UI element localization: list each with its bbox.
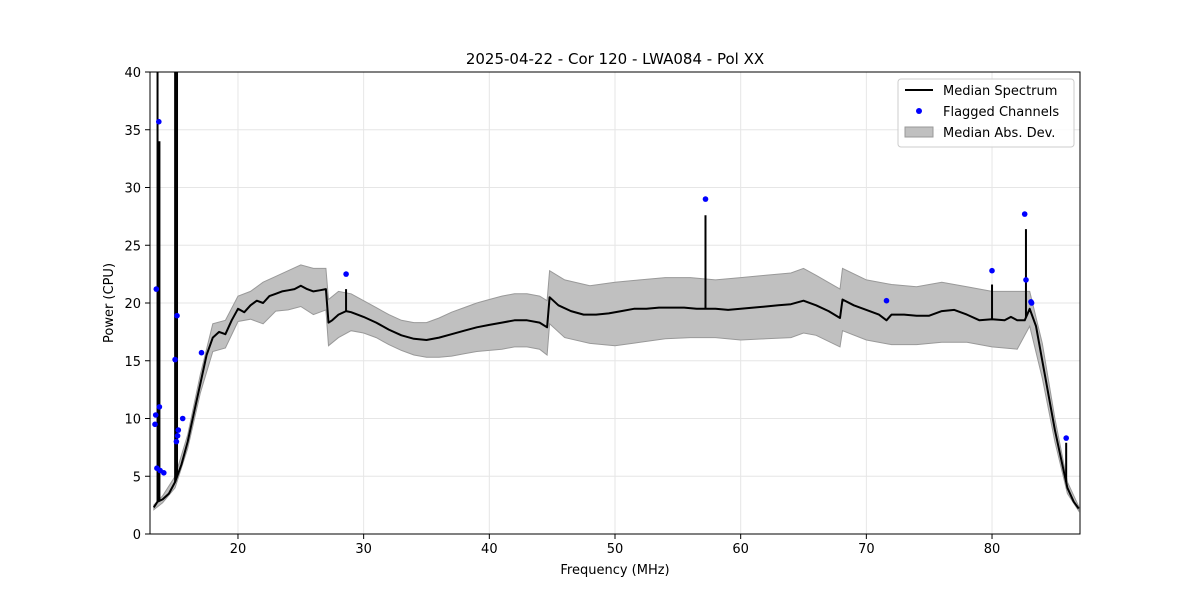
median-spectrum-line (152, 284, 1080, 510)
legend-patch-swatch (904, 126, 934, 138)
legend-marker-swatch (916, 108, 922, 114)
flagged-channel-point (989, 267, 995, 274)
flagged-channel-point (153, 286, 160, 292)
y-tick-label: 5 (133, 470, 141, 485)
flagged-channel-point (179, 415, 186, 422)
flagged-channel-point (343, 271, 349, 277)
x-tick-label: 40 (481, 542, 498, 557)
flagged-channel-point (198, 349, 205, 356)
flagged-channel-point (156, 118, 162, 125)
x-tick-label: 20 (230, 542, 247, 557)
legend-label-median: Median Spectrum (943, 84, 1057, 99)
flagged-channel-point (1023, 277, 1029, 283)
flagged-channel-point (152, 421, 158, 428)
flagged-channel-point (174, 312, 180, 319)
x-tick-label: 60 (732, 542, 749, 557)
y-axis-label: Power (CPU) (102, 263, 117, 343)
y-tick-label: 35 (124, 124, 141, 139)
flagged-channel-point (172, 356, 178, 363)
y-tick-label: 20 (124, 297, 141, 312)
chart-title: 2025-04-22 - Cor 120 - LWA084 - Pol XX (466, 50, 764, 68)
legend-label-flagged: Flagged Channels (943, 105, 1059, 120)
y-tick-label: 40 (124, 66, 141, 81)
flagged-channel-point (1028, 300, 1035, 306)
flagged-channel-point (1021, 211, 1028, 217)
y-tick-label: 0 (133, 528, 141, 543)
flagged-channel-point (175, 427, 182, 433)
flagged-channel-point (152, 412, 159, 418)
y-tick-label: 10 (124, 413, 141, 428)
flagged-points-layer (152, 118, 1069, 476)
median-line-layer (152, 72, 1080, 510)
flagged-channel-point (156, 404, 163, 410)
y-tick-label: 15 (124, 355, 141, 370)
flagged-channel-point (174, 433, 181, 439)
y-axis-ticks: 0 5 10 15 20 25 30 35 40 (124, 66, 150, 543)
flagged-channel-point (173, 438, 180, 445)
legend-label-mad: Median Abs. Dev. (943, 126, 1055, 141)
flagged-channel-point (883, 297, 890, 304)
x-tick-label: 70 (858, 542, 875, 557)
flagged-channel-point (1063, 435, 1069, 441)
x-axis-label: Frequency (MHz) (560, 563, 669, 578)
x-tick-label: 80 (984, 542, 1001, 557)
flagged-channel-point (161, 470, 167, 476)
y-tick-label: 30 (124, 182, 141, 197)
x-tick-label: 50 (607, 542, 624, 557)
y-tick-label: 25 (124, 239, 141, 254)
legend-box (897, 78, 1075, 148)
flagged-channel-point (702, 196, 709, 202)
legend: Median Spectrum Flagged Channels Median … (897, 78, 1075, 148)
x-tick-label: 30 (355, 542, 372, 557)
x-axis-ticks: 20 30 40 50 60 70 80 (230, 534, 1001, 557)
